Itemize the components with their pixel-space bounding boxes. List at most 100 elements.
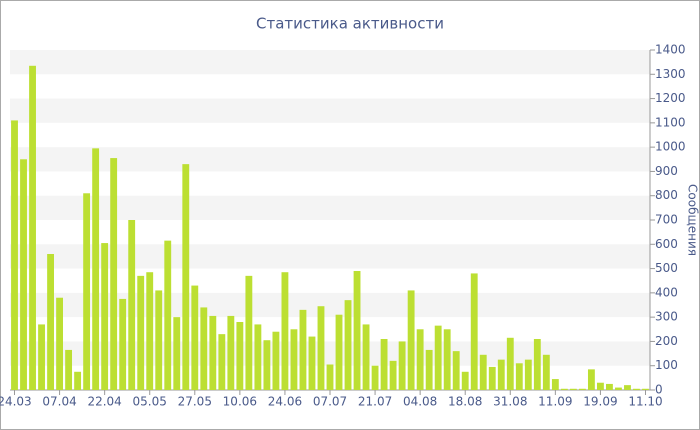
y-tick-label: 600 bbox=[655, 237, 678, 251]
bar bbox=[371, 365, 379, 390]
y-tick-label: 1100 bbox=[655, 115, 686, 129]
x-tick-label: 05.05 bbox=[133, 395, 167, 409]
x-tick-label: 10.06 bbox=[223, 395, 257, 409]
bar bbox=[551, 379, 559, 390]
x-tick-label: 19.09 bbox=[583, 395, 617, 409]
bar bbox=[173, 317, 181, 390]
grid-band bbox=[10, 50, 650, 75]
chart-title: Статистика активности bbox=[256, 15, 444, 33]
bar bbox=[263, 340, 271, 390]
bar bbox=[624, 385, 631, 390]
y-tick-label: 800 bbox=[655, 188, 678, 202]
bar bbox=[245, 275, 253, 390]
y-tick-label: 900 bbox=[655, 164, 678, 178]
bar bbox=[443, 329, 451, 390]
x-tick-label: 24.06 bbox=[268, 395, 302, 409]
y-tick-label: 500 bbox=[655, 261, 678, 275]
bar bbox=[218, 334, 226, 390]
bar bbox=[533, 339, 541, 390]
bar bbox=[308, 336, 316, 390]
bar bbox=[299, 309, 307, 390]
bar bbox=[434, 325, 442, 390]
bar bbox=[11, 120, 18, 390]
grid-band bbox=[10, 98, 650, 123]
grid-band bbox=[10, 195, 650, 220]
bar bbox=[569, 388, 577, 390]
bar bbox=[281, 272, 289, 390]
bar bbox=[101, 243, 109, 390]
bar bbox=[606, 383, 613, 390]
y-tick-label: 1000 bbox=[655, 140, 686, 154]
bar bbox=[461, 371, 469, 390]
x-tick-label: 18.08 bbox=[448, 395, 482, 409]
x-tick-label: 07.04 bbox=[42, 395, 76, 409]
bar bbox=[506, 337, 514, 390]
y-tick-label: 1200 bbox=[655, 91, 686, 105]
bar bbox=[362, 324, 370, 390]
bar bbox=[182, 164, 190, 390]
bar bbox=[542, 354, 550, 390]
bar bbox=[317, 306, 325, 390]
bar bbox=[560, 388, 568, 390]
x-tick-label: 07.07 bbox=[313, 395, 347, 409]
bar bbox=[128, 220, 136, 390]
bar bbox=[38, 324, 45, 390]
y-tick-label: 700 bbox=[655, 213, 678, 227]
bar bbox=[497, 359, 505, 390]
bar bbox=[326, 364, 334, 390]
bar bbox=[389, 360, 397, 390]
bar bbox=[470, 273, 478, 390]
bar bbox=[20, 159, 27, 390]
y-tick-label: 200 bbox=[655, 334, 678, 348]
y-tick-label: 100 bbox=[655, 358, 678, 372]
y-tick-label: 0 bbox=[655, 383, 663, 397]
bar bbox=[110, 158, 118, 390]
x-tick-label: 31.08 bbox=[493, 395, 527, 409]
bar bbox=[587, 369, 595, 390]
bar bbox=[272, 331, 280, 390]
bar bbox=[479, 354, 487, 390]
bar bbox=[578, 388, 586, 390]
y-tick-label: 400 bbox=[655, 285, 678, 299]
grid-band bbox=[10, 147, 650, 172]
bar bbox=[155, 290, 163, 390]
bar bbox=[137, 275, 145, 390]
bar bbox=[290, 329, 298, 390]
bar bbox=[642, 388, 649, 390]
bar bbox=[119, 298, 127, 390]
bar bbox=[47, 254, 54, 390]
x-tick-label: 22.04 bbox=[87, 395, 121, 409]
bar bbox=[452, 351, 460, 390]
bar bbox=[615, 387, 622, 390]
y-axis-label: Сообщения bbox=[686, 184, 700, 256]
bar bbox=[524, 359, 532, 390]
bar bbox=[488, 366, 496, 390]
bar bbox=[236, 322, 244, 390]
bar bbox=[56, 297, 64, 390]
bar bbox=[398, 341, 406, 390]
bar bbox=[416, 329, 424, 390]
bar bbox=[353, 271, 361, 390]
x-tick-label: 04.08 bbox=[403, 395, 437, 409]
bar bbox=[74, 371, 82, 390]
x-tick-label: 27.05 bbox=[178, 395, 212, 409]
bar bbox=[515, 363, 523, 390]
bar bbox=[92, 148, 100, 390]
bar bbox=[254, 324, 262, 390]
bar bbox=[425, 349, 433, 390]
bar bbox=[633, 388, 640, 390]
bar bbox=[83, 193, 91, 390]
bar bbox=[146, 272, 154, 390]
bar bbox=[65, 349, 73, 390]
bar bbox=[227, 315, 235, 390]
bar bbox=[191, 285, 199, 390]
bar bbox=[596, 382, 604, 390]
x-tick-label: 11.10 bbox=[628, 395, 662, 409]
bar bbox=[380, 339, 388, 390]
x-tick-label: 21.07 bbox=[358, 395, 392, 409]
bar bbox=[200, 307, 208, 390]
bar bbox=[164, 240, 172, 390]
y-tick-label: 300 bbox=[655, 310, 678, 324]
